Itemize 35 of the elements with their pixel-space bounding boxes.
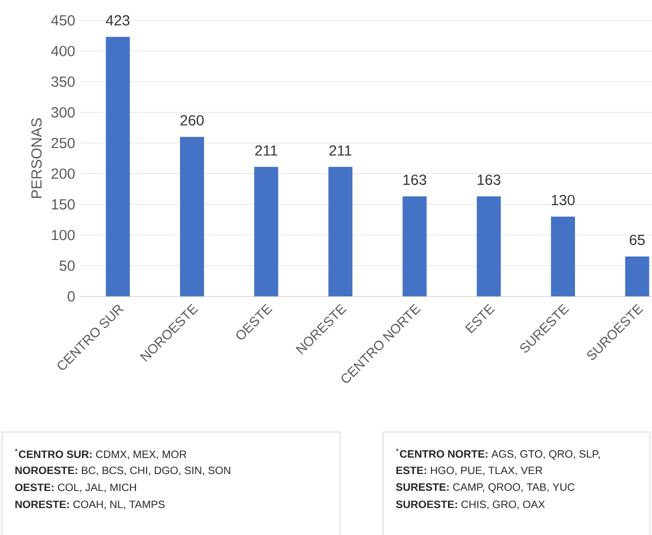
y-tick-label: 100 [52,230,75,240]
y-tick-label: 200 [52,168,75,179]
text: NORESTE: COAH, NL, TAMPS [15,500,165,510]
data-label: 130 [552,194,575,206]
bar [106,36,130,296]
bar [625,256,650,296]
data-label: 163 [403,174,426,185]
bar [402,196,427,296]
text: ESTE: HGO, PUE, TLAX, VER [396,466,542,476]
data-label: 423 [106,15,130,26]
y-axis-title: PERSONAS [31,118,42,198]
text: SURESTE: CAMP, QROO, TAB, YUC [396,483,575,493]
bar [550,216,575,296]
y-tick-label: 300 [51,107,75,118]
y-tick-label: 150 [52,199,75,210]
text: $^{*}$CENTRO NORTE: AGS, GTO, QRO, SLP, [396,448,600,460]
data-label: 211 [255,145,278,156]
text: OESTE: COL, JAL, MICH [15,484,136,492]
data-label: 260 [180,115,204,126]
y-tick-label: 350 [51,76,75,87]
bar [180,136,204,296]
text: NOROESTE: BC, BCS, CHI, DGO, SIN, SON [15,466,230,476]
bar [254,166,278,296]
data-label: 163 [478,174,500,185]
data-label: 211 [329,145,352,156]
bar [476,196,501,296]
bar [328,166,352,296]
y-tick-label: 0 [68,291,75,302]
y-tick-label: 400 [51,46,75,56]
text: SUROESTE: CHIS, GRO, OAX [396,500,545,510]
y-tick-label: 250 [52,138,75,148]
text: $^{*}$CENTRO SUR: CDMX, MEX, MOR [14,448,186,460]
y-tick-label: 50 [60,260,75,271]
data-label: 65 [630,234,645,246]
y-tick-label: 450 [51,15,75,26]
